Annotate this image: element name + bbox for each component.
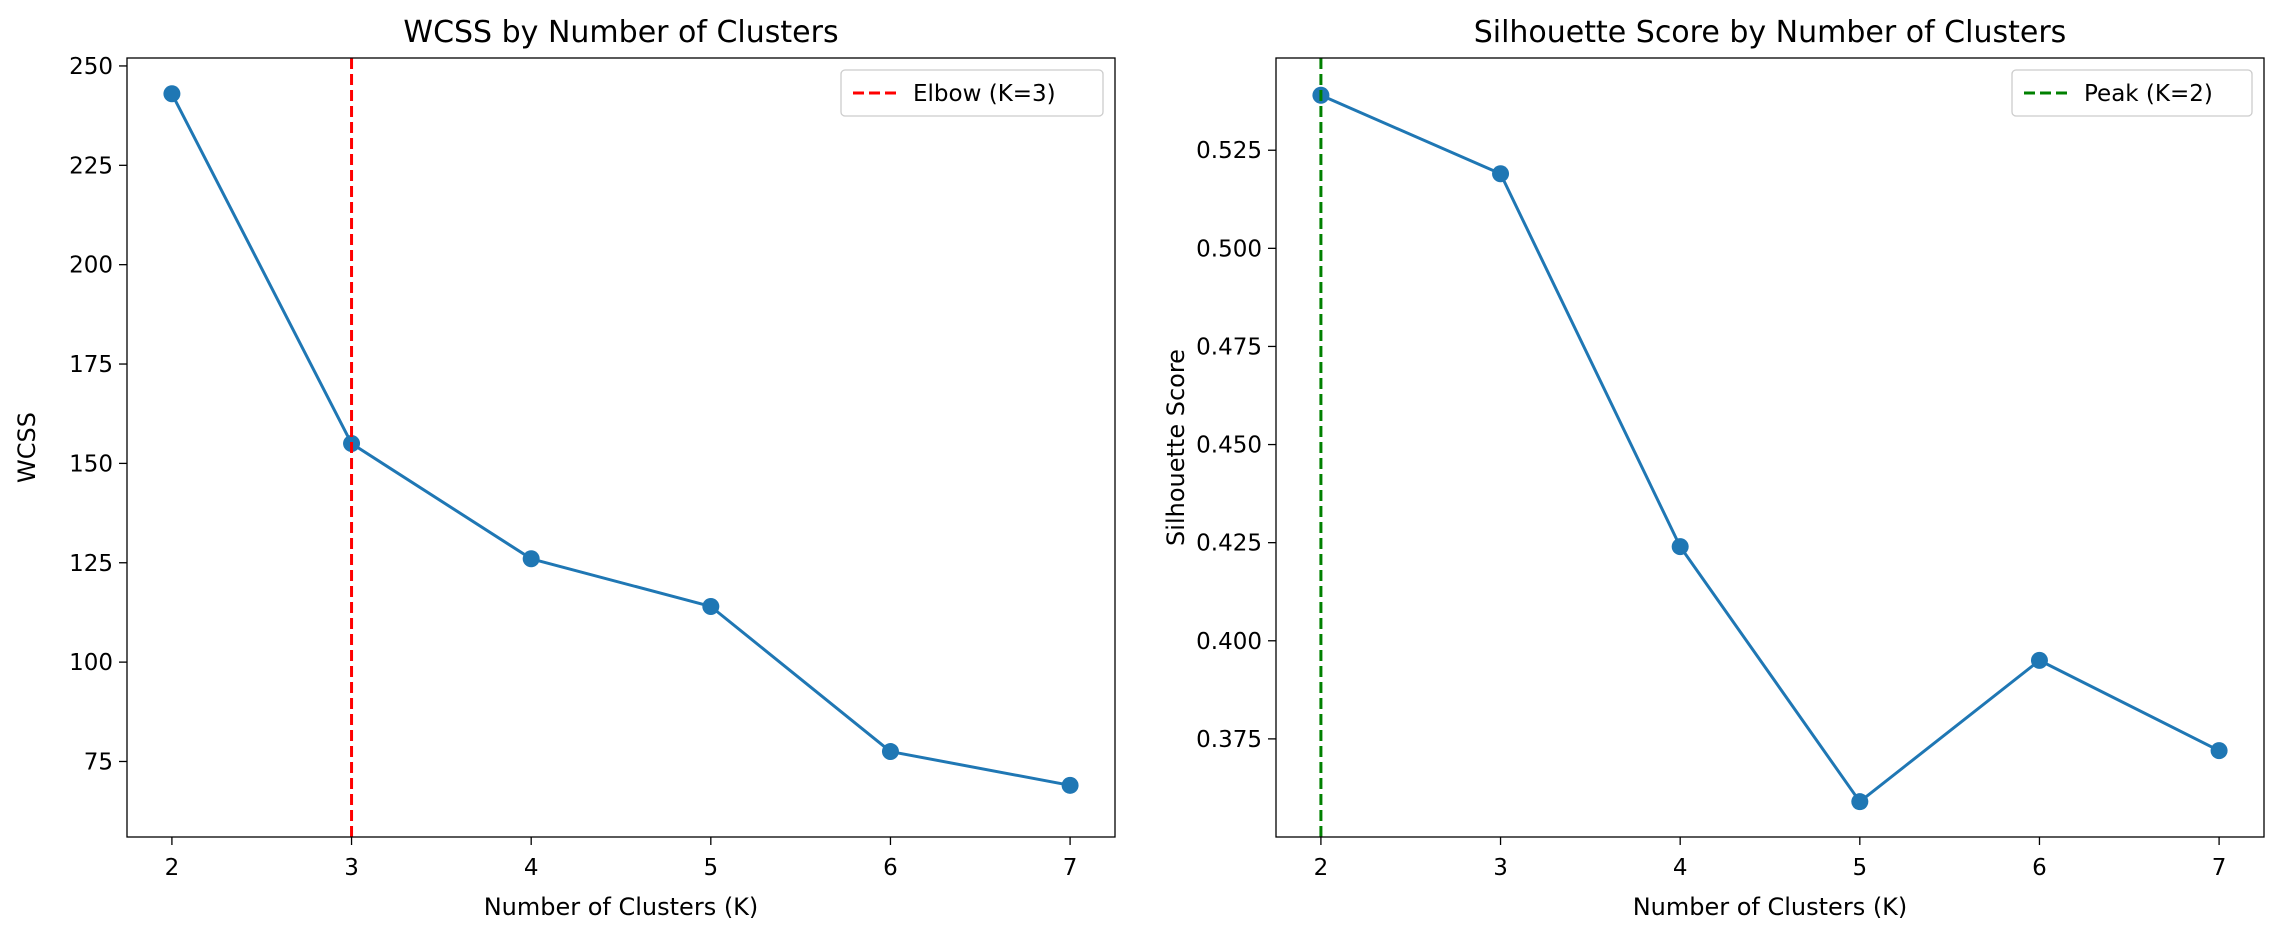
data-point [702,597,720,615]
chart-title: Silhouette Score by Number of Clusters [1474,15,2067,50]
x-tick-label: 6 [2032,855,2047,881]
legend-label: Peak (K=2) [2084,81,2213,107]
legend-label: Elbow (K=3) [913,81,1056,107]
x-axis-label: Number of Clusters (K) [484,893,759,921]
y-tick-label: 100 [69,650,113,676]
x-tick-label: 7 [2212,855,2227,881]
data-point [2210,742,2228,760]
data-point [163,85,181,103]
x-tick-label: 2 [165,855,180,881]
x-tick-label: 7 [1063,855,1078,881]
y-tick-label: 0.500 [1196,236,1262,262]
data-point [881,743,899,761]
x-tick-label: 4 [524,855,539,881]
x-tick-label: 5 [703,855,718,881]
legend-box [2011,69,2253,117]
silhouette-chart: Silhouette Score by Number of Clusters Nu… [1162,15,2265,921]
y-tick-label: 0.400 [1196,629,1262,655]
wcss-chart: WCSS by Number of Clusters Number of Clus… [13,15,1116,921]
plot-frame [1275,57,2265,838]
y-tick-label: 0.425 [1196,531,1262,557]
data-point [2030,651,2048,669]
legend-box [840,69,1104,117]
plot-frame [126,57,1116,838]
y-tick-label: 0.450 [1196,433,1262,459]
y-axis-label: WCSS [13,412,41,483]
y-tick-label: 225 [69,153,113,179]
y-tick-label: 75 [84,749,113,775]
x-tick-label: 3 [1493,855,1508,881]
y-tick-label: 0.525 [1196,138,1262,164]
y-tick-label: 250 [69,54,113,80]
x-tick-label: 5 [1852,855,1867,881]
y-axis-label: Silhouette Score [1162,349,1190,546]
data-point [522,550,540,568]
x-tick-label: 3 [344,855,359,881]
data-point [1061,776,1079,794]
data-point [1492,165,1510,183]
y-tick-label: 125 [69,551,113,577]
data-point [1851,793,1869,811]
data-point [1671,538,1689,556]
x-tick-label: 2 [1314,855,1329,881]
x-axis-label: Number of Clusters (K) [1633,893,1908,921]
y-tick-label: 150 [69,451,113,477]
y-tick-label: 0.375 [1196,727,1262,753]
y-tick-label: 0.475 [1196,334,1262,360]
series-line [170,93,1071,787]
chart-title: WCSS by Number of Clusters [403,15,838,50]
x-tick-label: 6 [883,855,898,881]
y-tick-label: 200 [69,253,113,279]
y-tick-label: 175 [69,352,113,378]
series-line [1320,93,2220,804]
x-tick-label: 4 [1673,855,1688,881]
